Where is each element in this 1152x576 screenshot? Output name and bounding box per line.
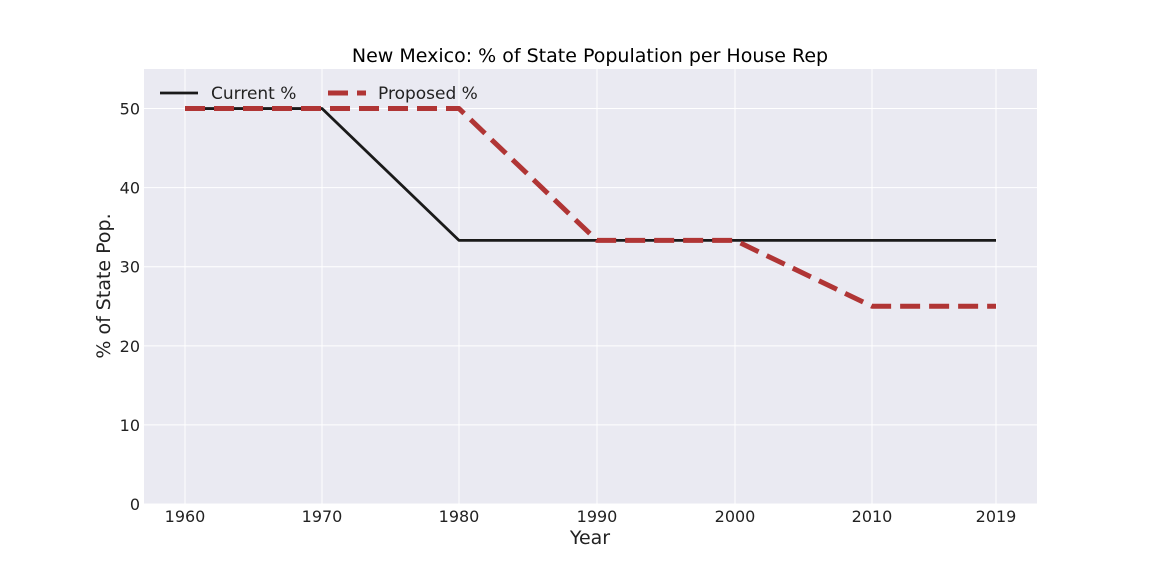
x-tick-label: 2010	[852, 507, 893, 526]
y-tick-label: 50	[120, 100, 140, 119]
x-tick-label: 1990	[577, 507, 618, 526]
plot-area	[144, 69, 1037, 504]
y-tick-labels: 0 10 20 30 40 50	[120, 100, 140, 514]
x-tick-label: 2000	[715, 507, 756, 526]
y-axis-label: % of State Pop.	[93, 213, 115, 358]
x-tick-label: 1960	[165, 507, 206, 526]
y-tick-label: 30	[120, 258, 140, 277]
x-tick-labels: 1960 1970 1980 1990 2000 2010 2019	[165, 507, 1017, 526]
x-tick-label: 1970	[302, 507, 343, 526]
y-tick-label: 10	[120, 416, 140, 435]
x-axis-label: Year	[569, 527, 610, 549]
series-line-proposed	[185, 106, 996, 309]
legend: Current % Proposed %	[160, 84, 478, 104]
y-tick-label: 40	[120, 179, 140, 198]
legend-label-current: Current %	[211, 84, 296, 104]
legend-label-proposed: Proposed %	[378, 84, 478, 104]
chart-title: New Mexico: % of State Population per Ho…	[352, 45, 828, 67]
y-tick-label: 0	[130, 495, 140, 514]
grid	[144, 69, 1037, 505]
x-tick-label: 1980	[439, 507, 480, 526]
y-tick-label: 20	[120, 337, 140, 356]
series-lines	[185, 106, 996, 309]
x-tick-label: 2019	[976, 507, 1017, 526]
